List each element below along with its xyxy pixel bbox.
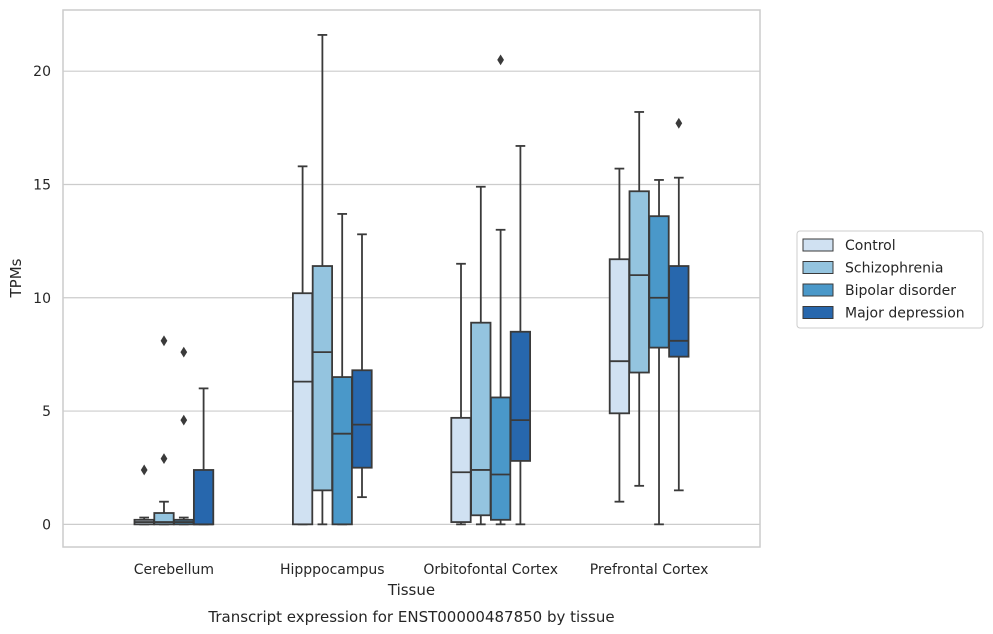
box-body <box>470 321 492 517</box>
boxes <box>133 34 690 526</box>
legend-label: Major depression <box>845 306 965 322</box>
box-major-depression <box>509 145 532 526</box>
box-bipolar-disorder <box>648 179 670 526</box>
chart-caption: Transcript expression for ENST0000048785… <box>207 608 614 626</box>
box-body <box>450 416 472 523</box>
box-body <box>192 469 215 526</box>
y-tick-label: 15 <box>33 177 51 193</box>
box-body <box>490 396 512 521</box>
x-tick-label: Cerebellum <box>134 562 214 578</box>
y-tick-labels: 0 5 10 15 20 <box>33 64 51 533</box>
legend-frame <box>796 230 984 329</box>
outlier-point <box>180 346 188 358</box>
box-body <box>509 330 532 462</box>
y-tick-label: 0 <box>42 517 51 533</box>
x-axis-label: Tissue <box>387 581 435 599</box>
x-tick-labels: Cerebellum Hipppocampus Orbitofontal Corte… <box>134 562 709 578</box>
legend: Control Schizophrenia Bipolar disorder Majo… <box>796 230 984 329</box>
legend-label: Control <box>845 238 896 254</box>
box-body <box>608 258 631 415</box>
x-tick-label: Hipppocampus <box>280 562 385 578</box>
outlier-point <box>160 335 168 347</box>
box-body <box>153 512 175 526</box>
x-tick-label: Orbitofontal Cortex <box>423 562 558 578</box>
box-body <box>331 376 353 526</box>
box-control <box>291 165 314 526</box>
box-schizophrenia <box>153 335 175 526</box>
legend-swatch <box>802 261 834 274</box>
box-body <box>311 265 333 492</box>
legend-swatch <box>802 283 834 297</box>
legend-swatch <box>802 306 834 319</box>
y-tick-label: 10 <box>33 291 51 307</box>
outlier-point <box>140 464 148 476</box>
outlier-point <box>497 54 504 66</box>
box-control <box>450 262 472 526</box>
box-major-depression <box>668 117 690 492</box>
y-tick-label: 5 <box>42 404 51 420</box>
x-tick-label: Prefrontal Cortex <box>590 562 709 578</box>
outlier-point <box>675 117 683 129</box>
box-body <box>668 265 690 358</box>
y-axis-label: TPMs <box>7 258 25 298</box>
outlier-point <box>180 414 188 426</box>
legend-label: Bipolar disorder <box>845 283 956 299</box>
box-major-depression <box>351 233 373 499</box>
box-control <box>133 464 155 526</box>
legend-swatch <box>802 238 834 252</box>
box-body <box>291 292 314 526</box>
legend-label: Schizophrenia <box>845 261 943 277</box>
box-body <box>648 215 670 349</box>
plot-frame <box>62 9 761 548</box>
box-body <box>628 190 650 374</box>
box-bipolar-disorder <box>173 346 195 526</box>
outlier-point <box>160 453 168 465</box>
box-body <box>351 369 373 469</box>
y-tick-label: 20 <box>33 64 51 80</box>
box-major-depression <box>192 387 215 526</box>
